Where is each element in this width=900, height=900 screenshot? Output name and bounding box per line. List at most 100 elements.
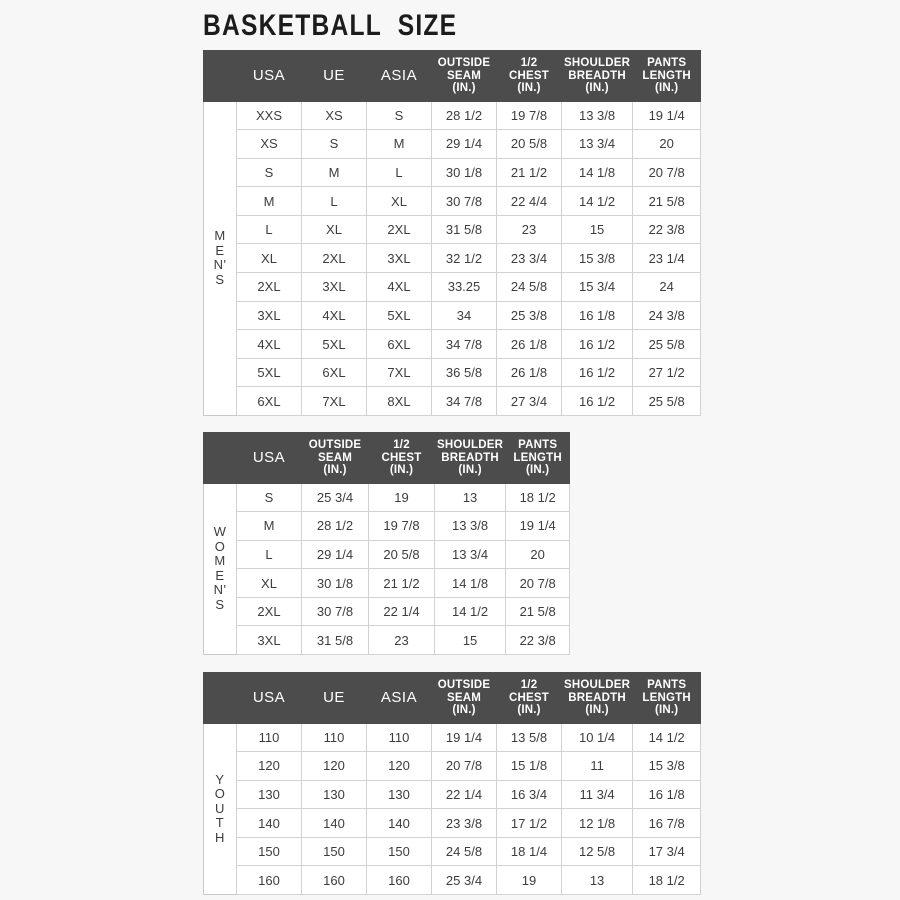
header-line: SEAM (317, 451, 353, 464)
cell-asia: 160 (366, 865, 432, 896)
cell-1-2-chest-in: 20 5/8 (368, 539, 435, 570)
table-row: 150 150 150 24 5/8 18 1/4 12 5/8 17 3/4 (204, 836, 702, 867)
table-row: M E N' S XXS XS S 28 1/2 19 7/8 13 3/8 19 1/4 (203, 100, 702, 417)
cell-shoulder-breadth-in: 10 1/4 (560, 722, 634, 753)
cell-shoulder-breadth-in: 13 3/8 (560, 100, 634, 131)
header-line: (IN.) (389, 464, 414, 476)
cell-1-2-chest-in: 18 1/4 (496, 836, 562, 867)
cell-pants-length-in: 20 7/8 (505, 568, 571, 598)
cell-outside-seam-in: 31 5/8 (431, 214, 497, 245)
cell-pants-length-in: 20 (505, 539, 571, 570)
youth-size-table-block: USA UE ASIA OUTSIDE SEAM (IN.) 1/2 CHEST (IN.) SH… (203, 672, 702, 896)
cell-pants-length-in: 22 3/8 (505, 625, 571, 656)
cell-outside-seam-in: 34 (431, 300, 497, 331)
row-group-label-letter: N' (213, 257, 227, 273)
cell-1-2-chest-in: 17 1/2 (496, 808, 562, 838)
header-line: UE (323, 688, 345, 706)
table-row: XL 30 1/8 21 1/2 14 1/8 20 7/8 (204, 568, 571, 598)
header-corner-cell (203, 672, 237, 724)
header-corner-cell (203, 50, 237, 102)
header-line: OUTSIDE (437, 679, 491, 691)
cell-asia: L (366, 157, 432, 188)
cell-ue: 120 (301, 751, 367, 781)
header-line: 1/2 (520, 57, 538, 69)
cell-shoulder-breadth-in: 13 3/4 (433, 539, 507, 570)
cell-pants-length-in: 16 1/8 (632, 779, 702, 810)
cell-ue: 150 (301, 836, 367, 867)
cell-pants-length-in: 19 1/4 (632, 100, 702, 131)
cell-asia: 110 (366, 722, 432, 753)
header-line: (IN.) (585, 82, 609, 94)
cell-usa: 120 (236, 751, 302, 781)
table-row: Y O U T H 110 110 110 19 1/4 13 5/8 10 1/4 14 1/2 (203, 722, 702, 896)
row-group-label-mens: M E N' S (203, 100, 237, 417)
mens-size-table-block: USA UE ASIA OUTSIDE SEAM (IN.) 1/2 CHEST (IN.) SH… (203, 50, 702, 417)
cell-shoulder-breadth-in: 11 (560, 751, 634, 781)
cell-usa: 6XL (236, 386, 302, 417)
cell-ue: 7XL (301, 386, 367, 417)
table-row: L XL 2XL 31 5/8 23 15 22 3/8 (204, 214, 702, 245)
cell-asia: 3XL (366, 243, 432, 274)
cell-usa: L (236, 539, 302, 570)
cell-outside-seam-in: 36 5/8 (431, 357, 497, 388)
cell-pants-length-in: 25 5/8 (632, 386, 702, 417)
header-line: (IN.) (452, 82, 476, 94)
cell-pants-length-in: 15 3/8 (632, 751, 702, 781)
cell-usa: XL (236, 243, 302, 274)
column-header-1-2-chest-in: 1/2 CHEST (IN.) (496, 672, 562, 724)
cell-pants-length-in: 21 5/8 (632, 186, 702, 216)
column-header-shoulder-breadth-in: SHOULDER BREADTH (IN.) (560, 50, 634, 102)
cell-1-2-chest-in: 16 3/4 (496, 779, 562, 810)
row-group-label-letter: E (215, 242, 225, 258)
table-row: L 29 1/4 20 5/8 13 3/4 20 (204, 539, 571, 570)
column-header-ue: UE (301, 672, 367, 724)
cell-pants-length-in: 23 1/4 (632, 243, 702, 274)
cell-outside-seam-in: 32 1/2 (431, 243, 497, 274)
table-row: 2XL 3XL 4XL 33.25 24 5/8 15 3/4 24 (204, 272, 702, 302)
column-header-pants-length-in: PANTS LENGTH (IN.) (632, 672, 702, 724)
cell-ue: 110 (301, 722, 367, 753)
cell-pants-length-in: 19 1/4 (505, 511, 571, 541)
header-line: BREADTH (568, 69, 626, 82)
table-header-row: USA UE ASIA OUTSIDE SEAM (IN.) 1/2 CHEST (IN.) SH… (203, 50, 702, 102)
cell-ue: 6XL (301, 357, 367, 388)
cell-usa: 3XL (236, 300, 302, 331)
cell-1-2-chest-in: 25 3/8 (496, 300, 562, 331)
header-line: (IN.) (458, 464, 482, 476)
cell-shoulder-breadth-in: 16 1/2 (560, 329, 634, 359)
cell-pants-length-in: 18 1/2 (632, 865, 702, 896)
cell-shoulder-breadth-in: 15 3/8 (560, 243, 634, 274)
header-line: (IN.) (517, 704, 541, 716)
cell-ue: S (301, 129, 367, 159)
cell-usa: 160 (236, 865, 302, 896)
cell-asia: 8XL (366, 386, 432, 417)
header-line: PANTS (647, 57, 687, 69)
header-line: BREADTH (568, 691, 626, 704)
row-group-label-letter: U (215, 800, 225, 816)
header-corner-cell (203, 432, 237, 484)
table-row: 140 140 140 23 3/8 17 1/2 12 1/8 16 7/8 (204, 808, 702, 838)
header-line: ASIA (380, 66, 418, 84)
cell-outside-seam-in: 31 5/8 (301, 625, 369, 656)
header-line: (IN.) (525, 464, 550, 476)
cell-outside-seam-in: 28 1/2 (301, 511, 369, 541)
cell-pants-length-in: 25 5/8 (632, 329, 702, 359)
column-header-pants-length-in: PANTS LENGTH (IN.) (632, 50, 702, 102)
cell-usa: S (236, 157, 302, 188)
cell-usa: 4XL (236, 329, 302, 359)
cell-1-2-chest-in: 13 5/8 (496, 722, 562, 753)
header-line: 1/2 (393, 439, 410, 451)
table-header-row: USA UE ASIA OUTSIDE SEAM (IN.) 1/2 CHEST (IN.) SH… (203, 672, 702, 724)
cell-1-2-chest-in: 19 7/8 (496, 100, 562, 131)
row-group-label-letter: W (213, 524, 227, 540)
row-group-label-letter: Y (215, 771, 225, 787)
header-line: SHOULDER (437, 439, 504, 451)
header-line: CHEST (509, 691, 549, 704)
cell-1-2-chest-in: 22 4/4 (496, 186, 562, 216)
header-line: SHOULDER (564, 57, 631, 69)
cell-asia: 120 (366, 751, 432, 781)
cell-asia: 4XL (366, 272, 432, 302)
cell-shoulder-breadth-in: 15 (560, 214, 634, 245)
table-row: 120 120 120 20 7/8 15 1/8 11 15 3/8 (204, 751, 702, 781)
cell-asia: 7XL (366, 357, 432, 388)
